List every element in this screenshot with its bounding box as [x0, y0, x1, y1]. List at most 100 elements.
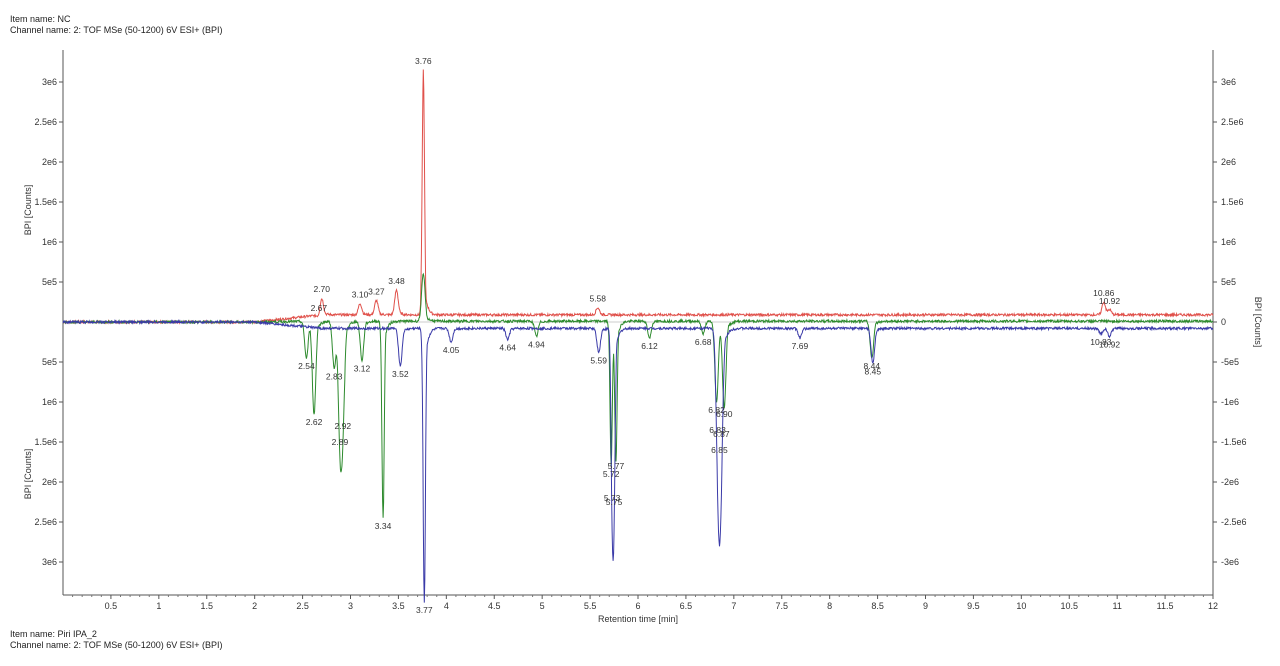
chromatogram-chart: 0.5 1 1.5 2 2.5 3 3.5 4 4.5 5 5.5 6 6.5 7 7.5 8 8.5 9 9.5 1…: [23, 50, 1263, 624]
x-tick-label: 3: [348, 601, 353, 611]
y-tick-label-right: 5e5: [1221, 277, 1236, 287]
x-tick-label: 1: [156, 601, 161, 611]
peak-label-layer: 2.672.703.10 3.273.483.765.5810.8610.922.…: [298, 56, 1120, 615]
channel-name-bottom: Channel name: 2: TOF MSe (50-1200) 6V ES…: [10, 640, 223, 650]
y-tick-label-left: 1.5e6: [34, 437, 57, 447]
peak-label: 5.73: [604, 493, 621, 503]
x-tick-label: 2: [252, 601, 257, 611]
peak-label: 7.69: [792, 341, 809, 351]
y-tick-label-right: 1e6: [1221, 237, 1236, 247]
x-tick-label: 0.5: [105, 601, 118, 611]
y-tick-label-right: 1.5e6: [1221, 197, 1244, 207]
peak-label: 2.62: [306, 417, 323, 427]
x-tick-label: 9.5: [967, 601, 980, 611]
x-tick-label: 2.5: [296, 601, 309, 611]
peak-label: 3.76: [415, 56, 432, 66]
y-tick-label-right: -3e6: [1221, 557, 1239, 567]
peak-label: 6.90: [716, 409, 733, 419]
series-line: [62, 319, 1214, 603]
header-top: Item name: NC Channel name: 2: TOF MSe (…: [10, 14, 223, 36]
x-tick-label: 7.5: [775, 601, 788, 611]
series-line: [62, 272, 1214, 518]
peak-label: 5.59: [590, 355, 607, 365]
peak-label: 2.70: [313, 284, 330, 294]
peak-label: 8.45: [865, 367, 882, 377]
peak-label: 2.92: [335, 421, 352, 431]
peak-label: 10.92: [1099, 339, 1121, 349]
peak-label: 2.89: [332, 437, 349, 447]
x-tick-label: 4: [444, 601, 449, 611]
x-tick-label: 8.5: [871, 601, 884, 611]
y-tick-label-left: 3e6: [42, 557, 57, 567]
x-tick-label: 4.5: [488, 601, 501, 611]
peak-label: 3.77: [416, 605, 433, 615]
y-axis-label-left-bottom: BPI [Counts]: [23, 449, 33, 500]
x-tick-label: 12: [1208, 601, 1218, 611]
series-line: [62, 69, 1214, 325]
y-tick-label-right: 0: [1221, 317, 1226, 327]
peak-label: 10.86: [1093, 288, 1115, 298]
peak-label: 2.83: [326, 371, 343, 381]
y-tick-label-right: 3e6: [1221, 77, 1236, 87]
peak-label: 3.52: [392, 369, 409, 379]
channel-name-top: Channel name: 2: TOF MSe (50-1200) 6V ES…: [10, 25, 223, 35]
y-axis-label-left-top: BPI [Counts]: [23, 185, 33, 236]
item-name-bottom: Item name: Piri IPA_2: [10, 629, 97, 639]
peak-label: 4.94: [528, 339, 545, 349]
y-tick-label-left: 2.5e6: [34, 517, 57, 527]
x-tick-label: 6.5: [680, 601, 693, 611]
y-tick-label-right: 2.5e6: [1221, 117, 1244, 127]
peak-label: 3.48: [388, 276, 405, 286]
peak-label: 6.85: [711, 445, 728, 455]
peak-label: 2.67: [311, 303, 328, 313]
x-tick-label: 6: [635, 601, 640, 611]
series-layer: [62, 69, 1214, 603]
y-tick-label-right: -2e6: [1221, 477, 1239, 487]
peak-label: 8.44: [864, 361, 881, 371]
peak-label: 5.77: [608, 461, 625, 471]
y-tick-label-left: 2e6: [42, 157, 57, 167]
x-tick-label: 8: [827, 601, 832, 611]
y-axis-label-right: BPI [Counts]: [1253, 297, 1263, 348]
x-tick-label: 10: [1016, 601, 1026, 611]
peak-label: 3.27: [368, 286, 385, 296]
y-tick-label-right: -5e5: [1221, 357, 1239, 367]
peak-label: 5.75: [606, 497, 623, 507]
x-tick-label: 1.5: [200, 601, 213, 611]
peak-label: 5.58: [589, 294, 606, 304]
peak-label: 5.72: [603, 469, 620, 479]
y-tick-label-left: 2e6: [42, 477, 57, 487]
peak-label: 3.12: [354, 363, 371, 373]
x-tick-label: 11: [1112, 601, 1121, 611]
item-name-top: Item name: NC: [10, 14, 71, 24]
peak-label: 10.92: [1099, 296, 1121, 306]
peak-label: 6.68: [695, 337, 712, 347]
y-tick-label-right: -1e6: [1221, 397, 1239, 407]
peak-label: 3.10: [352, 290, 369, 300]
x-tick-label: 9: [923, 601, 928, 611]
y-tick-label-left: 2.5e6: [34, 117, 57, 127]
y-tick-label-right: -2.5e6: [1221, 517, 1247, 527]
peak-label: 4.64: [499, 343, 516, 353]
x-tick-label: 10.5: [1060, 601, 1078, 611]
x-tick-label: 11.5: [1157, 601, 1174, 611]
y-tick-label-left: 1e6: [42, 237, 57, 247]
peak-label: 10.83: [1090, 337, 1112, 347]
x-tick-label: 3.5: [392, 601, 405, 611]
peak-label: 6.12: [641, 341, 658, 351]
x-axis-label: Retention time [min]: [598, 614, 678, 624]
header-bottom: Item name: Piri IPA_2 Channel name: 2: T…: [10, 629, 223, 651]
y-tick-label-left: 5e5: [42, 277, 57, 287]
y-tick-label-left: 1e6: [42, 397, 57, 407]
peak-label: 4.05: [443, 345, 460, 355]
peak-label: 6.87: [713, 429, 730, 439]
y-tick-label-right: 2e6: [1221, 157, 1236, 167]
y-tick-label-left: 1.5e6: [34, 197, 57, 207]
peak-label: 6.82: [708, 405, 725, 415]
y-tick-label-left: 3e6: [42, 77, 57, 87]
peak-label: 6.83: [709, 425, 726, 435]
y-tick-label-left: 5e5: [42, 357, 57, 367]
x-tick-label: 7: [731, 601, 736, 611]
peak-label: 2.54: [298, 361, 315, 371]
x-tick-label: 5: [540, 601, 545, 611]
